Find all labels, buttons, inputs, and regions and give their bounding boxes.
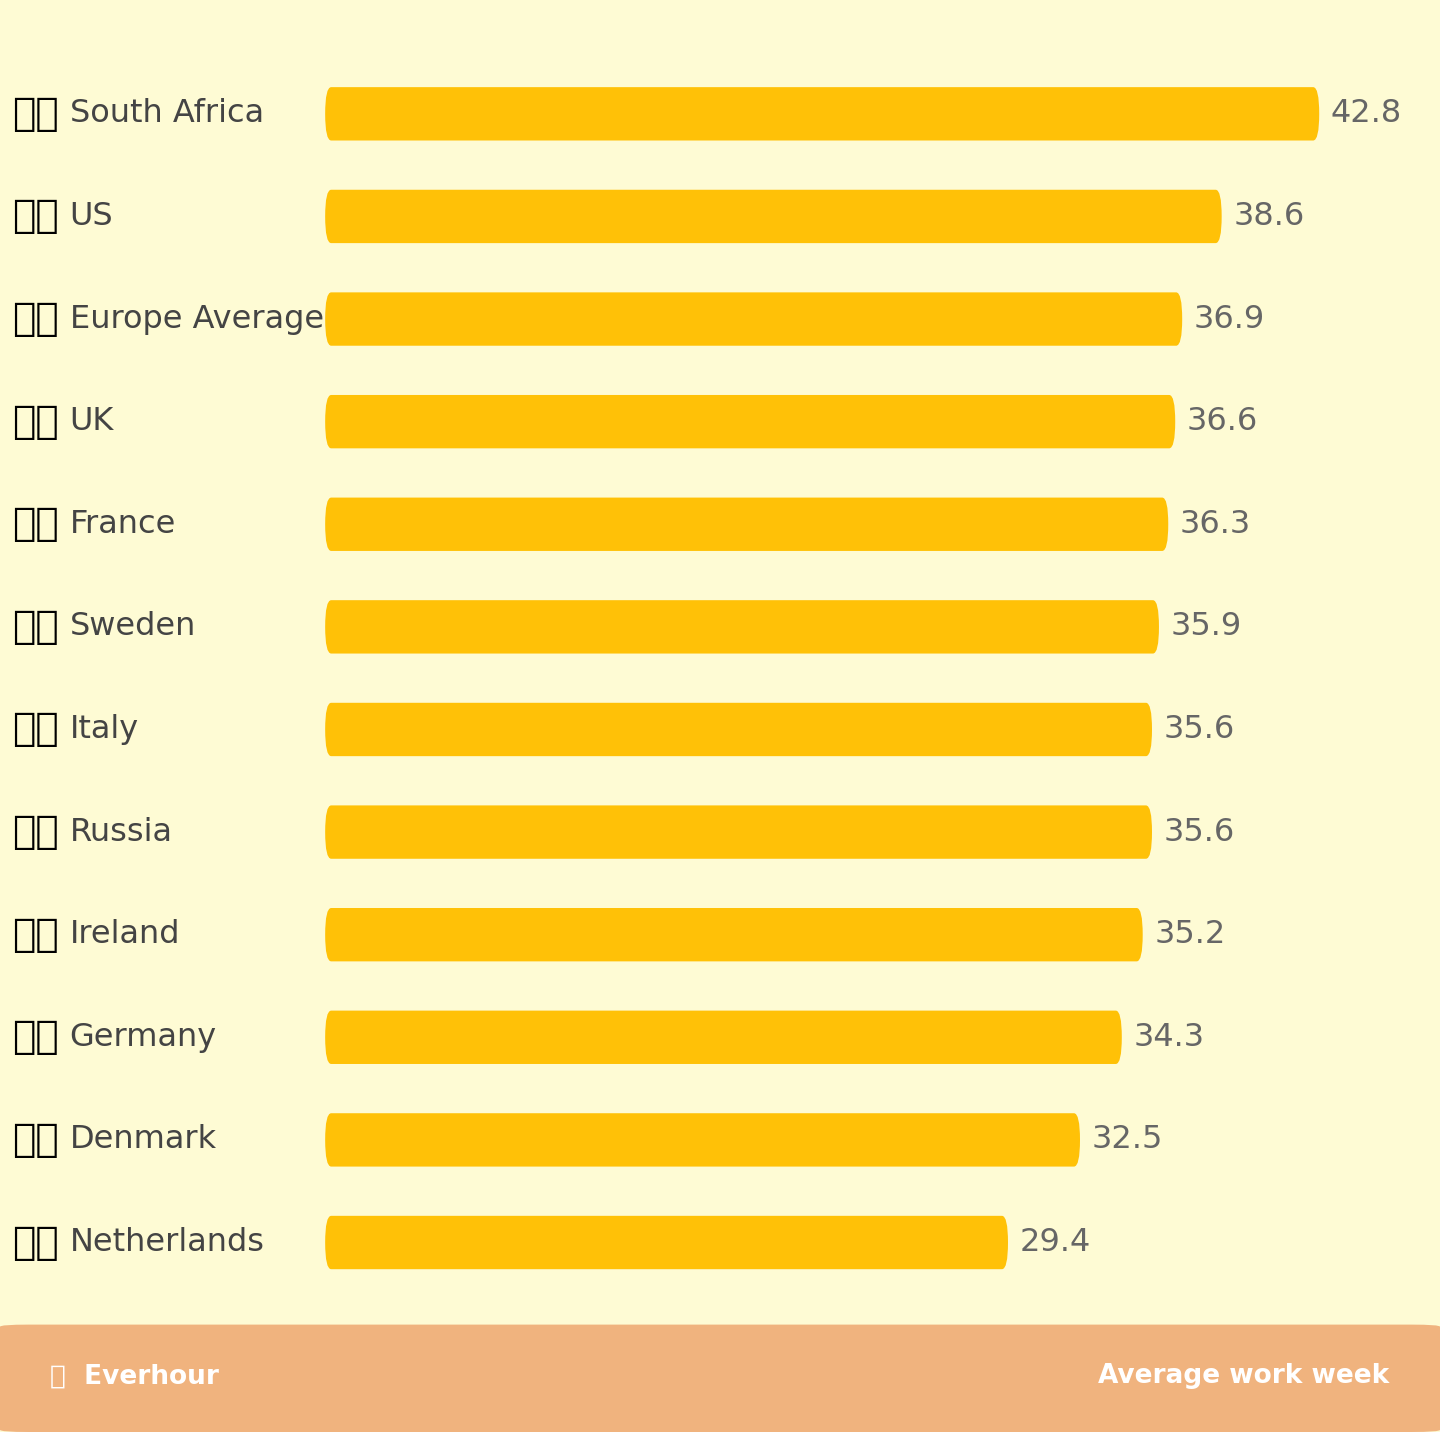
Text: 🇮🇪: 🇮🇪 — [12, 915, 59, 954]
Text: 🇩🇪: 🇩🇪 — [12, 1018, 59, 1057]
Text: Netherlands: Netherlands — [69, 1227, 265, 1259]
FancyBboxPatch shape — [325, 395, 1175, 448]
FancyBboxPatch shape — [325, 600, 1159, 653]
FancyBboxPatch shape — [325, 87, 1319, 140]
Text: 42.8: 42.8 — [1331, 99, 1403, 129]
Text: 38.6: 38.6 — [1233, 200, 1305, 232]
Text: 🇿🇦: 🇿🇦 — [12, 95, 59, 133]
Text: 35.6: 35.6 — [1164, 816, 1236, 848]
Text: 🇫🇷: 🇫🇷 — [12, 505, 59, 543]
Text: Europe Average: Europe Average — [69, 304, 324, 335]
Text: 🇳🇱: 🇳🇱 — [12, 1223, 59, 1262]
Text: 32.5: 32.5 — [1092, 1124, 1164, 1156]
FancyBboxPatch shape — [325, 292, 1182, 345]
Text: 🇷🇺: 🇷🇺 — [12, 813, 59, 851]
Text: 🇸🇪: 🇸🇪 — [12, 607, 59, 646]
Text: South Africa: South Africa — [69, 99, 264, 129]
Text: 35.2: 35.2 — [1155, 919, 1225, 951]
Text: 36.6: 36.6 — [1187, 407, 1259, 437]
FancyBboxPatch shape — [325, 497, 1168, 551]
Text: 29.4: 29.4 — [1020, 1227, 1092, 1259]
Text: Denmark: Denmark — [69, 1124, 217, 1156]
Text: 36.9: 36.9 — [1194, 304, 1266, 335]
Text: Ireland: Ireland — [69, 919, 180, 951]
FancyBboxPatch shape — [325, 190, 1221, 243]
FancyBboxPatch shape — [325, 805, 1152, 859]
Text: Russia: Russia — [69, 816, 173, 848]
Text: 🇪🇺: 🇪🇺 — [12, 301, 59, 338]
Text: Sweden: Sweden — [69, 611, 196, 643]
Text: 35.9: 35.9 — [1171, 611, 1241, 643]
Text: 34.3: 34.3 — [1133, 1022, 1204, 1053]
Text: Average work week: Average work week — [1099, 1363, 1390, 1389]
Text: 🇮🇹: 🇮🇹 — [12, 710, 59, 749]
Text: 🇩🇰: 🇩🇰 — [12, 1121, 59, 1158]
FancyBboxPatch shape — [325, 1113, 1080, 1167]
FancyBboxPatch shape — [325, 1216, 1008, 1269]
Text: France: France — [69, 508, 176, 540]
Text: 35.6: 35.6 — [1164, 715, 1236, 745]
Text: 🇬🇧: 🇬🇧 — [12, 402, 59, 441]
Text: ⧗  Everhour: ⧗ Everhour — [50, 1363, 219, 1389]
Text: Germany: Germany — [69, 1022, 217, 1053]
Text: 🇺🇸: 🇺🇸 — [12, 198, 59, 235]
FancyBboxPatch shape — [325, 703, 1152, 756]
Text: 36.3: 36.3 — [1179, 508, 1251, 540]
Text: UK: UK — [69, 407, 114, 437]
FancyBboxPatch shape — [0, 1325, 1440, 1432]
Text: US: US — [69, 200, 114, 232]
Text: Italy: Italy — [69, 715, 138, 745]
FancyBboxPatch shape — [325, 1011, 1122, 1064]
FancyBboxPatch shape — [325, 908, 1143, 961]
